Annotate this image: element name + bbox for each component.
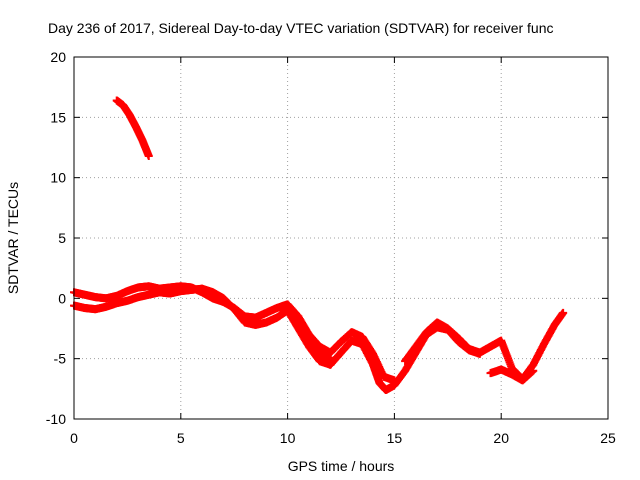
y-axis-label: SDTVAR / TECUs bbox=[5, 182, 21, 294]
series-arc-late bbox=[401, 308, 568, 384]
x-axis-label: GPS time / hours bbox=[288, 458, 395, 474]
y-tick-label: -10 bbox=[46, 411, 66, 427]
data-point bbox=[144, 151, 153, 160]
data-point bbox=[529, 366, 538, 375]
x-tick-label: 20 bbox=[493, 430, 509, 446]
y-tick-label: 0 bbox=[58, 290, 66, 306]
x-tick-label: 5 bbox=[177, 430, 185, 446]
y-tick-label: 20 bbox=[50, 49, 66, 65]
y-tick-label: 10 bbox=[50, 170, 66, 186]
y-tick-label: 15 bbox=[50, 109, 66, 125]
data-points bbox=[70, 96, 568, 395]
y-tick-label: -5 bbox=[54, 351, 67, 367]
x-tick-label: 10 bbox=[280, 430, 296, 446]
series-arc-late-2 bbox=[486, 365, 538, 385]
x-tick-label: 15 bbox=[387, 430, 403, 446]
series-arc-middle-2 bbox=[304, 328, 399, 385]
chart-title: Day 236 of 2017, Sidereal Day-to-day VTE… bbox=[48, 20, 554, 36]
grid bbox=[74, 57, 608, 419]
axis-ticks: -10 -5 0 5 10 15 20 0 5 10 15 20 25 bbox=[46, 49, 616, 446]
series-arc-early bbox=[112, 96, 153, 160]
data-point bbox=[390, 376, 399, 385]
x-tick-label: 0 bbox=[70, 430, 78, 446]
y-tick-label: 5 bbox=[58, 230, 66, 246]
data-point bbox=[559, 308, 568, 317]
x-tick-label: 25 bbox=[600, 430, 616, 446]
